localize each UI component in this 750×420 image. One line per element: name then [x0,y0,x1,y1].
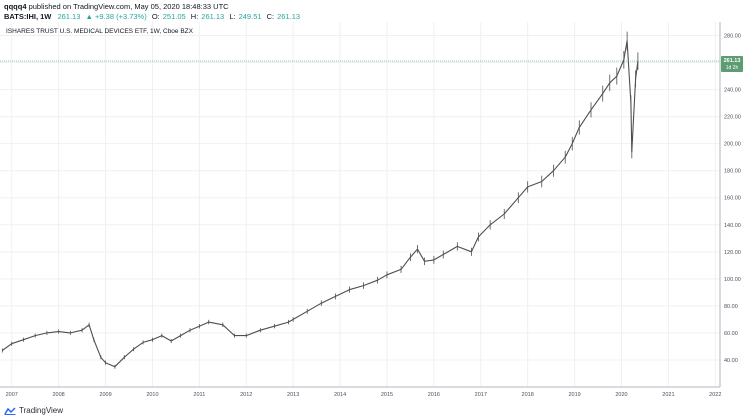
x-tick-label: 2019 [568,392,580,398]
bar-countdown: 1d 2h [726,65,739,71]
published-text: published on TradingView.com, May 05, 20… [28,2,229,11]
y-tick-label: 180.00 [724,169,741,175]
open-label: O: [151,12,160,21]
chart-title: ISHARES TRUST U.S. MEDICAL DEVICES ETF, … [6,28,194,35]
y-tick-label: 280.00 [724,34,741,40]
grid-lines [0,22,720,387]
open-value: 251.05 [162,12,186,21]
high-value: 261.13 [201,12,225,21]
close-label: C: [266,12,275,21]
y-tick-label: 40.00 [724,358,738,364]
last-price-badge: 261.13 1d 2h [721,56,743,73]
x-tick-label: 2021 [662,392,674,398]
y-tick-label: 140.00 [724,223,741,229]
x-tick-label: 2015 [381,392,393,398]
x-tick-label: 2017 [475,392,487,398]
x-axis-ticks[interactable]: 2007 2008 2009 2010 2011 2012 2013 2014 2015 2016… [6,392,722,398]
symbol-label: BATS:IHI, 1W [4,12,52,21]
y-tick-label: 160.00 [724,196,741,202]
last-price: 261.13 [57,12,81,21]
y-tick-label: 200.00 [724,142,741,148]
x-tick-label: 2016 [428,392,440,398]
price-series [1,31,639,369]
quote-line: BATS:IHI, 1W 261.13 ▲ +9.38 (+3.73%) O: 2… [4,12,303,21]
author-name[interactable]: qqqq4 [4,2,27,11]
x-tick-label: 2012 [240,392,252,398]
y-tick-label: 120.00 [724,250,741,256]
x-tick-label: 2010 [146,392,158,398]
price-change: ▲ +9.38 (+3.73%) [85,12,147,21]
x-tick-label: 2009 [99,392,111,398]
high-label: H: [190,12,199,21]
x-tick-label: 2008 [53,392,65,398]
y-axis-ticks[interactable]: 40.00 60.00 80.00 100.00 120.00 140.00 160.00 1… [724,34,741,364]
x-tick-label: 2011 [193,392,205,398]
y-tick-label: 60.00 [724,331,738,337]
last-price-badge-value: 261.13 [724,58,741,64]
x-tick-label: 2007 [6,392,18,398]
y-tick-label: 80.00 [724,304,738,310]
y-tick-label: 220.00 [724,115,741,121]
y-tick-label: 100.00 [724,277,741,283]
tradingview-logo-icon [4,406,16,415]
x-tick-label: 2020 [615,392,627,398]
footer-brand[interactable]: TradingView [4,406,63,415]
price-chart[interactable]: ISHARES TRUST U.S. MEDICAL DEVICES ETF, … [0,22,750,406]
close-value: 261.13 [277,12,301,21]
x-tick-label: 2018 [522,392,534,398]
y-tick-label: 240.00 [724,88,741,94]
tradingview-brand-text: TradingView [19,406,64,415]
x-tick-label: 2014 [334,392,346,398]
x-tick-label: 2013 [287,392,299,398]
low-label: L: [229,12,236,21]
publish-line: qqqq4 published on TradingView.com, May … [4,2,229,11]
low-value: 249.51 [238,12,262,21]
x-tick-label: 2022 [709,392,721,398]
